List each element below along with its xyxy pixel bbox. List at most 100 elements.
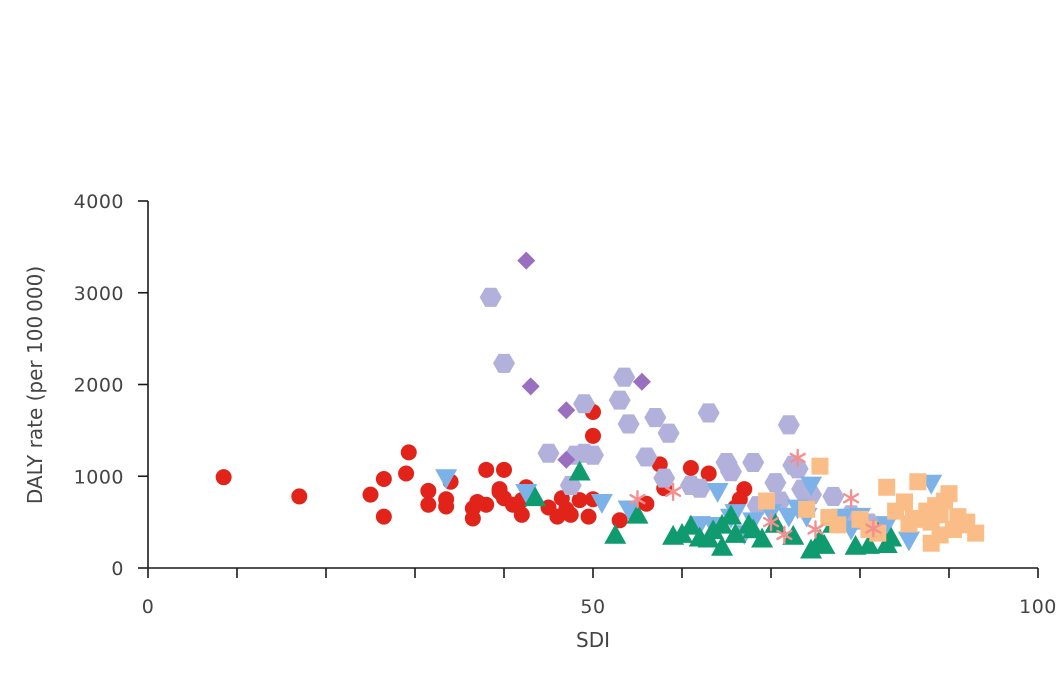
data-point-square [909, 473, 927, 491]
data-point-hexagon [822, 486, 845, 506]
data-point-square [878, 478, 896, 496]
data-point-asterisk [762, 512, 780, 532]
data-point-circle [700, 465, 717, 482]
data-point-triangle-up [524, 486, 547, 507]
data-point-hexagon [608, 390, 631, 410]
data-point-circle [580, 508, 597, 525]
data-point-diamond [521, 377, 540, 396]
data-point-circle [398, 465, 415, 482]
data-point-hexagon [688, 478, 711, 498]
data-point-hexagon [617, 414, 640, 434]
y-tick-label: 4000 [74, 191, 124, 213]
data-point-hexagon [742, 453, 765, 472]
data-point-circle [478, 461, 495, 478]
data-point-triangle-up [702, 519, 725, 540]
data-point-circle [611, 512, 628, 529]
data-point-triangle-down [875, 516, 898, 536]
data-point-circle [375, 471, 392, 488]
y-tick-label: 0 [111, 558, 124, 580]
data-point-circle [464, 510, 481, 527]
data-point-square [967, 524, 985, 542]
data-point-circle [585, 427, 601, 444]
data-point-circle [513, 506, 530, 523]
data-point-square [896, 493, 913, 511]
data-point-circle [682, 459, 699, 476]
data-point-circle [362, 486, 379, 503]
data-point-triangle-down [435, 469, 458, 490]
x-tick-label: 100 [1019, 596, 1057, 618]
data-point-diamond [557, 401, 576, 420]
data-point-triangle-up [724, 523, 747, 543]
data-point-circle [562, 506, 579, 523]
data-point-circle [478, 496, 495, 513]
data-point-circle [496, 461, 512, 478]
data-point-asterisk [789, 448, 806, 468]
data-point-circle [736, 481, 753, 498]
data-point-circle [438, 498, 455, 515]
data-point-hexagon [653, 468, 676, 488]
data-point-hexagon [720, 462, 742, 482]
data-point-square [758, 492, 776, 510]
data-point-hexagon [697, 403, 720, 423]
data-point-hexagon [764, 473, 787, 493]
data-point-triangle-up [568, 460, 591, 481]
data-point-square [811, 457, 829, 475]
data-point-asterisk [664, 482, 682, 502]
data-point-hexagon [573, 394, 596, 414]
data-point-circle [375, 508, 392, 525]
data-point-square [931, 506, 949, 524]
data-point-triangle-down [706, 483, 729, 503]
data-point-triangle-down [590, 494, 613, 514]
data-point-triangle-up [857, 534, 880, 554]
x-axis-ticks: 0 50 100 [142, 568, 1057, 618]
data-point-triangle-up [626, 503, 649, 524]
y-tick-label: 3000 [74, 283, 124, 305]
data-point-triangle-up [711, 535, 734, 556]
y-tick-label: 1000 [74, 466, 124, 488]
data-point-square [798, 500, 816, 518]
data-point-square [931, 526, 949, 544]
data-point-triangle-up [719, 504, 742, 525]
data-point-circle [420, 496, 437, 513]
data-point-triangle-down [617, 500, 640, 521]
x-tick-label: 0 [142, 596, 155, 618]
x-tick-label: 50 [580, 596, 605, 618]
data-point-triangle-down [515, 483, 538, 504]
data-point-triangle-up [679, 514, 702, 535]
data-point-square [829, 516, 847, 534]
data-point-triangle-up [604, 523, 627, 544]
data-point-triangle-down [897, 531, 920, 552]
data-point-hexagon [613, 367, 636, 387]
data-point-diamond [632, 372, 651, 391]
data-point-hexagon [559, 475, 582, 495]
data-point-circle [638, 495, 655, 512]
y-axis-ticks: 0 1000 2000 3000 4000 [74, 191, 148, 580]
data-point-hexagon [657, 423, 680, 443]
data-point-asterisk [807, 520, 824, 539]
data-point-triangle-up [782, 524, 805, 545]
data-point-circle [215, 469, 232, 486]
data-point-circle [291, 488, 308, 505]
data-point-hexagon [644, 408, 667, 428]
x-axis-title: SDI [576, 628, 610, 652]
data-points-layer [215, 251, 985, 559]
data-point-circle [420, 482, 437, 499]
data-point-hexagon [537, 443, 560, 463]
data-point-asterisk [865, 519, 882, 538]
data-point-diamond [557, 450, 576, 469]
data-point-diamond [517, 251, 536, 270]
data-point-hexagon [786, 459, 809, 479]
data-point-hexagon [493, 353, 515, 373]
y-axis-title: DALY rate (per 100 000) [23, 266, 47, 504]
data-point-circle [651, 456, 668, 473]
data-point-triangle-down [800, 476, 823, 497]
data-point-asterisk [776, 525, 793, 545]
data-point-hexagon [777, 415, 800, 435]
data-point-asterisk [842, 489, 860, 508]
data-point-hexagon [479, 287, 502, 307]
data-point-asterisk [629, 489, 646, 509]
data-point-triangle-up [751, 527, 774, 548]
data-point-hexagon [635, 447, 658, 467]
